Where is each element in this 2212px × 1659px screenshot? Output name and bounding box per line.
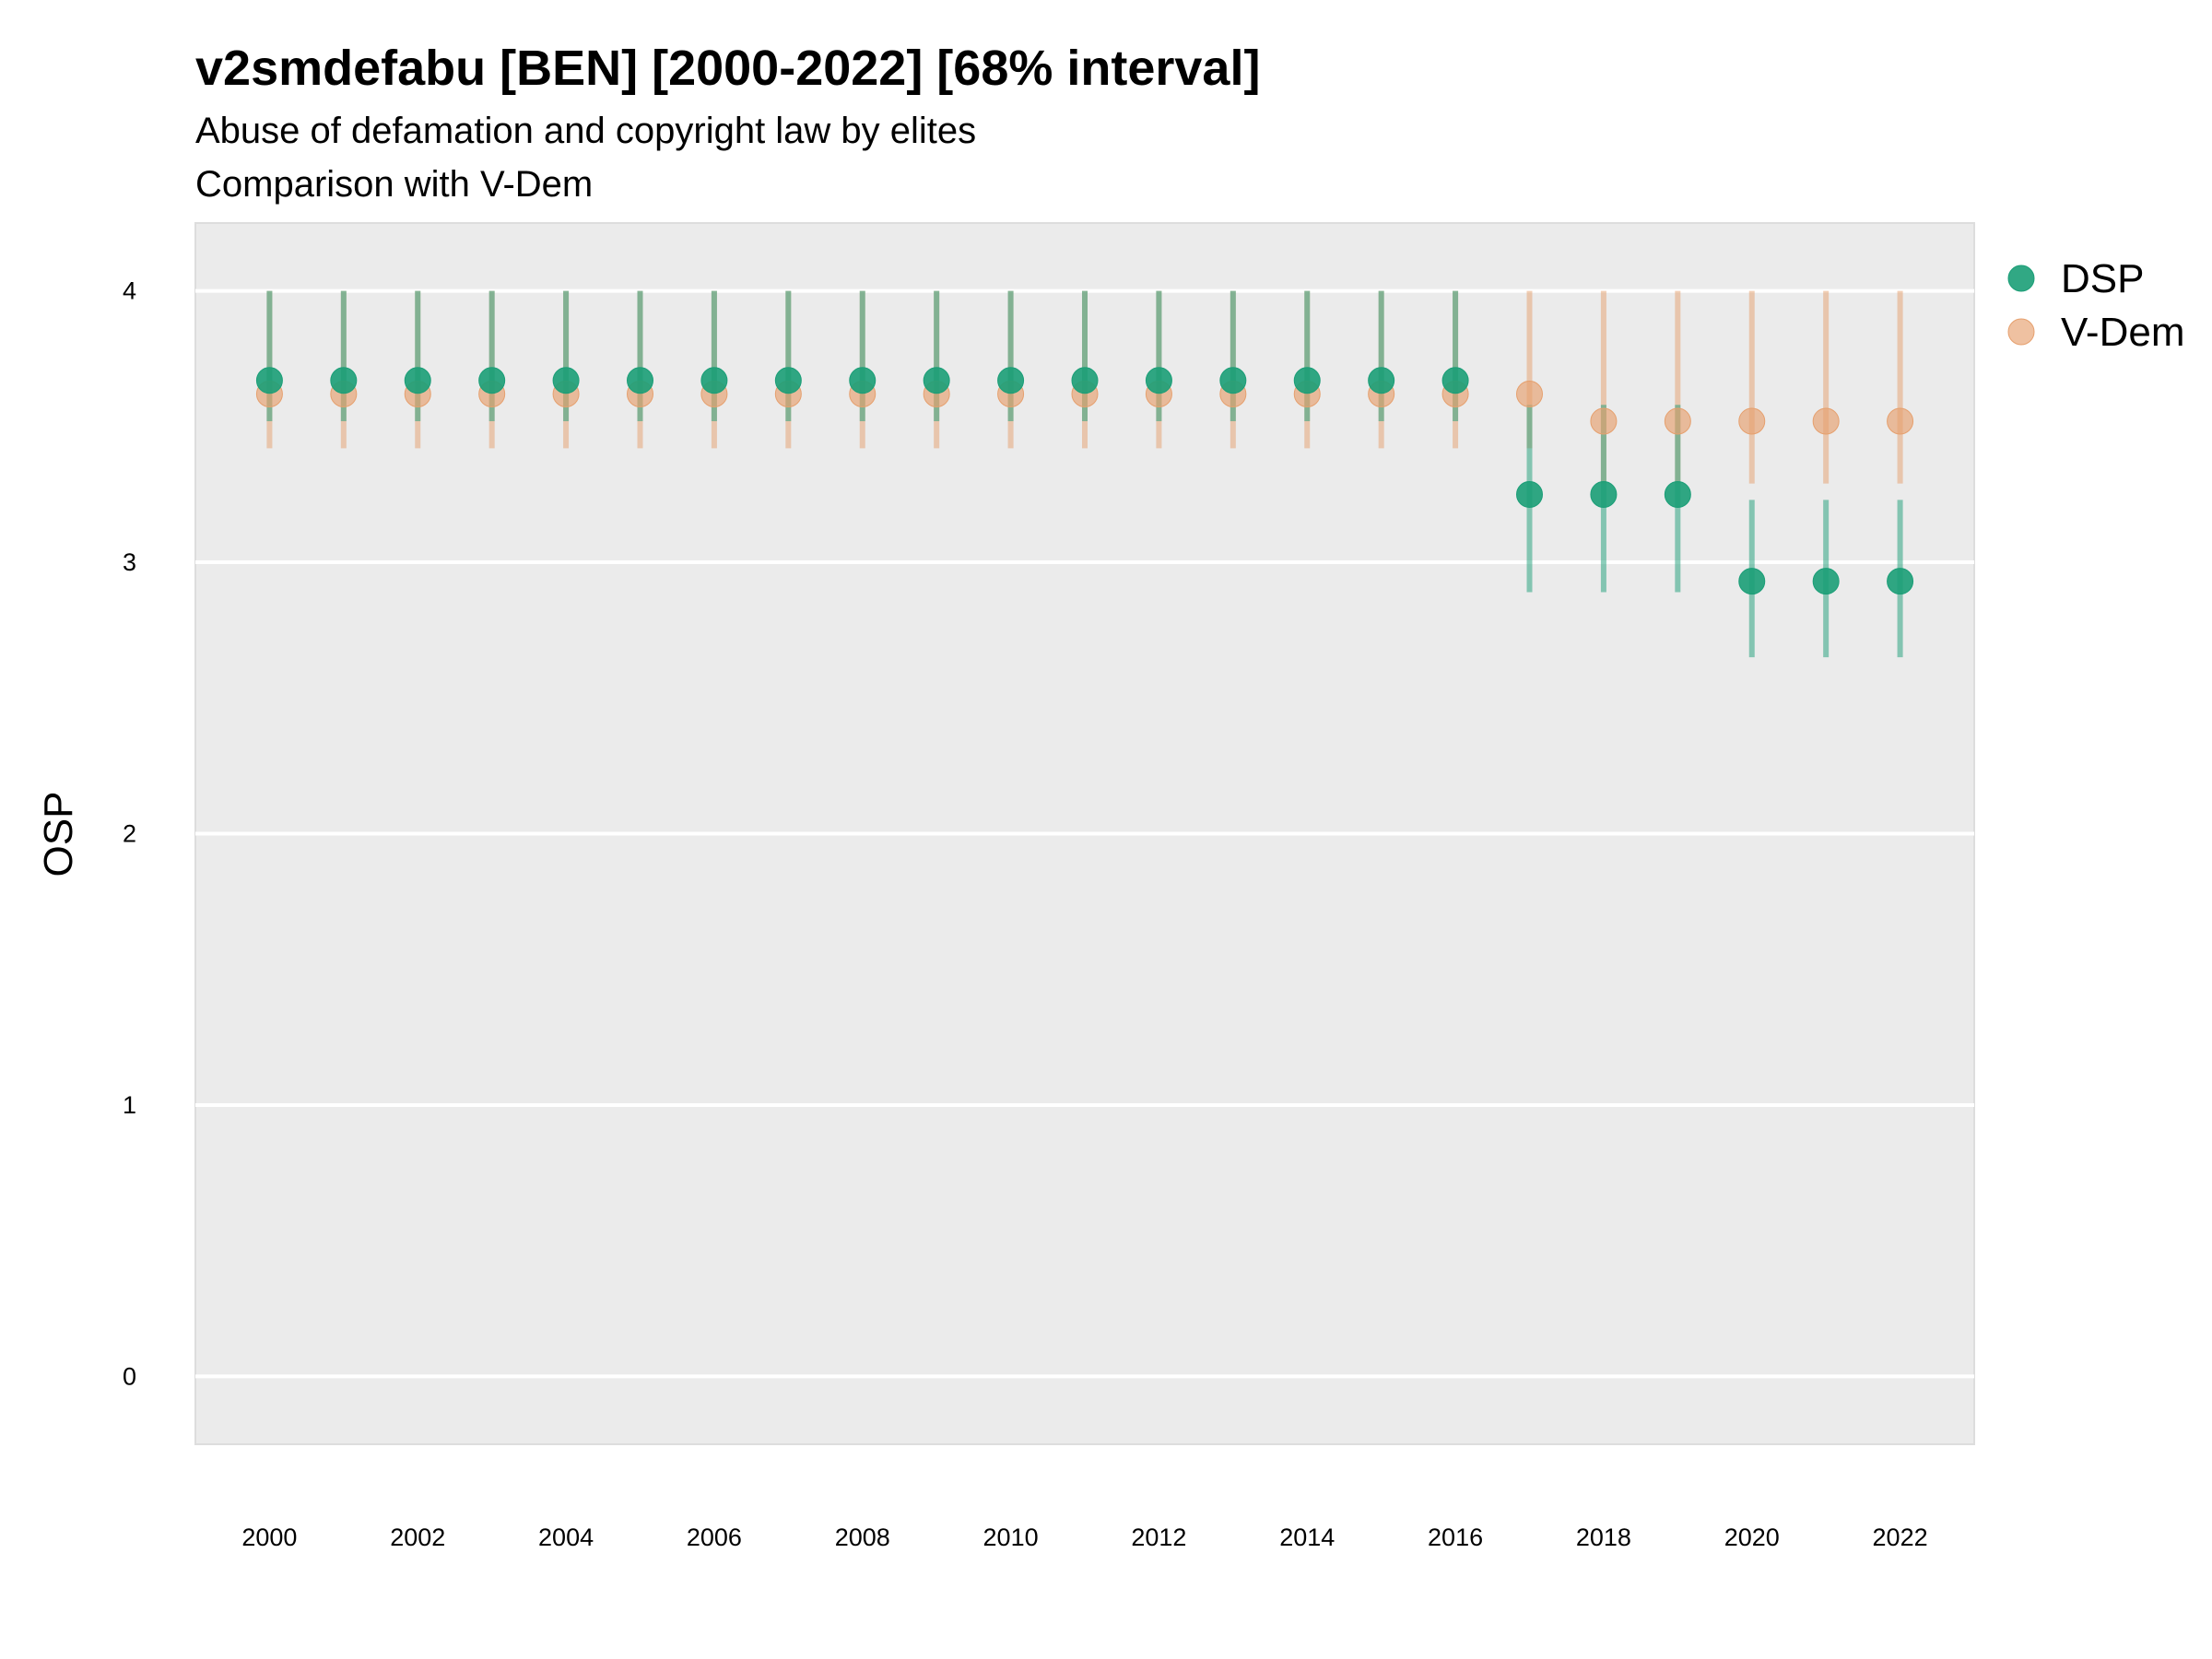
- point-v-dem-2017: [1516, 381, 1543, 407]
- point-dsp-2017: [1516, 480, 1543, 508]
- legend: DSP V-Dem: [2007, 256, 2184, 355]
- point-dsp-2019: [1664, 480, 1691, 508]
- x-tick-label-2020: 2020: [1724, 1524, 1780, 1551]
- chart-title: v2smdefabu [BEN] [2000-2022] [68% interv…: [195, 41, 1260, 96]
- point-dsp-2010: [997, 367, 1025, 394]
- point-v-dem-2020: [1738, 407, 1766, 435]
- point-v-dem-2019: [1664, 407, 1691, 435]
- x-tick-label-2008: 2008: [835, 1524, 890, 1551]
- point-dsp-2015: [1368, 367, 1395, 394]
- x-tick-label-2010: 2010: [983, 1524, 1039, 1551]
- point-dsp-2009: [923, 367, 950, 394]
- x-tick-label-2002: 2002: [390, 1524, 445, 1551]
- data-points: [255, 367, 1914, 595]
- point-v-dem-2021: [1812, 407, 1840, 435]
- point-dsp-2011: [1071, 367, 1099, 394]
- x-tick-label-2014: 2014: [1279, 1524, 1335, 1551]
- x-tick-label-2016: 2016: [1428, 1524, 1483, 1551]
- legend-label-v-dem: V-Dem: [2061, 310, 2184, 355]
- point-dsp-2000: [255, 367, 283, 394]
- point-dsp-2006: [700, 367, 728, 394]
- point-dsp-2001: [330, 367, 358, 394]
- point-dsp-2014: [1293, 367, 1321, 394]
- point-dsp-2002: [404, 367, 431, 394]
- point-dsp-2005: [627, 367, 653, 394]
- x-tick-label-2022: 2022: [1873, 1524, 1928, 1551]
- y-tick-label-0: 0: [123, 1362, 136, 1390]
- legend-key-dsp: [2007, 265, 2035, 292]
- point-dsp-2022: [1887, 568, 1914, 595]
- point-dsp-2012: [1145, 367, 1172, 394]
- point-dsp-2003: [478, 367, 506, 394]
- legend-key-v-dem: [2007, 318, 2035, 346]
- y-axis-ticks: 0 1 2 3 4: [123, 277, 136, 1391]
- x-tick-label-2018: 2018: [1576, 1524, 1631, 1551]
- point-dsp-2020: [1738, 568, 1766, 595]
- x-tick-label-2006: 2006: [687, 1524, 742, 1551]
- y-tick-label-4: 4: [123, 277, 136, 305]
- point-v-dem-2022: [1887, 407, 1914, 435]
- point-dsp-2007: [774, 367, 802, 394]
- point-dsp-2004: [552, 367, 580, 394]
- x-tick-label-2000: 2000: [241, 1524, 297, 1551]
- y-tick-label-2: 2: [123, 820, 136, 848]
- y-axis-title: OSP: [36, 792, 81, 877]
- point-dsp-2016: [1441, 367, 1469, 394]
- chart-subtitle-line-1: Abuse of defamation and copyright law by…: [195, 111, 976, 151]
- x-tick-label-2004: 2004: [538, 1524, 594, 1551]
- point-dsp-2018: [1590, 480, 1618, 508]
- point-v-dem-2018: [1590, 407, 1618, 435]
- x-tick-label-2012: 2012: [1131, 1524, 1186, 1551]
- point-dsp-2013: [1219, 367, 1247, 394]
- x-axis-ticks: 2000 2002 2004 2006 2008 2010 2012 2014 2016 2018…: [241, 1524, 1927, 1551]
- point-dsp-2021: [1812, 568, 1840, 595]
- chart-subtitle-line-2: Comparison with V-Dem: [195, 164, 593, 205]
- y-tick-label-3: 3: [123, 548, 136, 576]
- legend-label-dsp: DSP: [2061, 256, 2144, 301]
- point-dsp-2008: [849, 367, 877, 394]
- y-tick-label-1: 1: [123, 1091, 136, 1119]
